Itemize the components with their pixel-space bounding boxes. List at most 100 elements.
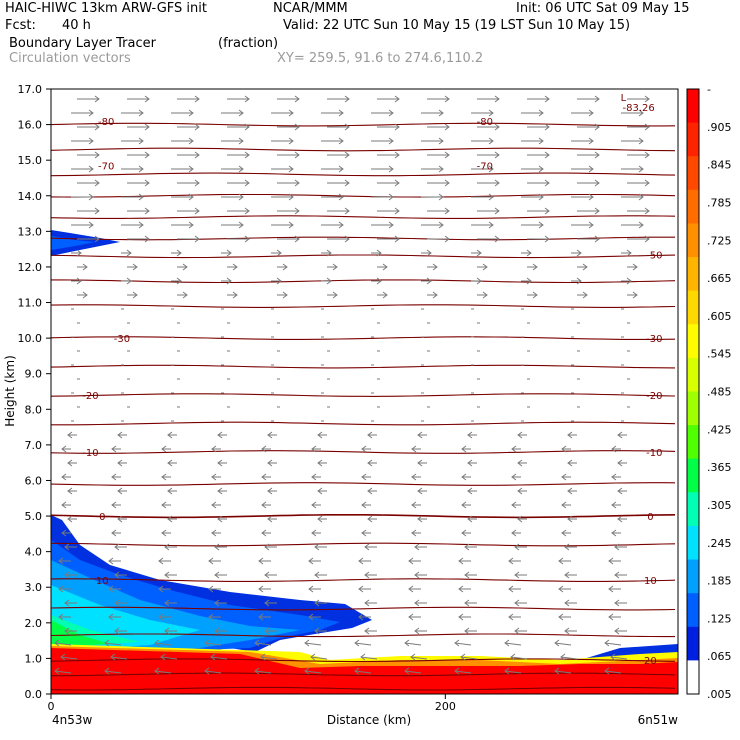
colorbar-swatch: [687, 223, 699, 258]
y-tick-label: 6.0: [25, 474, 43, 487]
circulation-vector: [354, 670, 372, 674]
circulation-vectors: [54, 95, 650, 675]
circulation-vector-head: [110, 653, 116, 661]
circulation-vector-head: [408, 613, 414, 621]
temperature-contour-line: [51, 393, 676, 397]
circulation-vector-head: [144, 179, 150, 187]
colorbar-label: .845: [707, 159, 732, 172]
x-axis-right-end-label: 6n51w: [638, 713, 679, 727]
circulation-vector-head: [358, 585, 364, 593]
temperature-contour-line: [51, 172, 676, 177]
circulation-vector-head: [611, 529, 617, 537]
circulation-vector-head: [414, 571, 420, 579]
tracer-region-upper-blue-light: [51, 236, 95, 250]
circulation-vector-head: [594, 179, 600, 187]
circulation-vector-head: [294, 207, 300, 215]
contour-label: -70: [477, 162, 493, 173]
circulation-vector-head: [514, 627, 520, 635]
circulation-vector: [210, 656, 228, 660]
circulation-vector-head: [317, 515, 323, 523]
circulation-vector-head: [211, 473, 217, 481]
temperature-contour-line: [51, 254, 676, 259]
circulation-vector-head: [388, 165, 394, 173]
tracer-region-green-2: [51, 620, 110, 647]
circulation-vector-head: [114, 627, 120, 635]
circulation-vector-head: [344, 123, 350, 131]
circulation-vector-head: [276, 249, 282, 257]
contour-label: -10: [82, 448, 98, 459]
circulation-vector-head: [138, 137, 144, 145]
circulation-vector-head: [261, 445, 267, 453]
circulation-vector-head: [164, 599, 170, 607]
circulation-vector-head: [288, 137, 294, 145]
circulation-vector-head: [344, 151, 350, 159]
circulation-vector-head: [394, 235, 400, 243]
circulation-vector-head: [261, 529, 267, 537]
circulation-vector-head: [104, 667, 110, 675]
circulation-vector-head: [626, 277, 632, 285]
circulation-vector-head: [311, 473, 317, 481]
contour-label: -30: [114, 334, 130, 345]
circulation-vector: [204, 670, 222, 674]
circulation-vector-head: [367, 487, 373, 495]
circulation-vector-head: [282, 291, 288, 299]
circulation-vector-head: [464, 543, 470, 551]
circulation-vector-head: [294, 95, 300, 103]
circulation-vector-head: [238, 137, 244, 145]
circulation-vector-head: [608, 585, 614, 593]
circulation-vector-head: [411, 473, 417, 481]
contour-label: -80: [477, 117, 493, 128]
circulation-vector-head: [517, 515, 523, 523]
y-axis: 0.0 1.0 2.0 3.0 4.0 5.0 6.0 7.0 8.0 9.0 10.0 11.0 12…: [18, 83, 51, 701]
circulation-vector-head: [314, 599, 320, 607]
circulation-vector-head: [617, 431, 623, 439]
circulation-vector-head: [388, 193, 394, 201]
temperature-contour-line: [51, 606, 676, 611]
colorbar-label: .005: [707, 688, 732, 701]
circulation-vector-head: [164, 627, 170, 635]
circulation-vector: [560, 656, 578, 660]
circulation-vector-head: [611, 473, 617, 481]
colorbar-frame: [686, 88, 700, 695]
circulation-vector-head: [310, 653, 316, 661]
circulation-vector-head: [94, 151, 100, 159]
temperature-contour-line: [51, 542, 676, 547]
circulation-vector-head: [461, 445, 467, 453]
circulation-vector-head: [261, 501, 267, 509]
circulation-vector-head: [94, 179, 100, 187]
circulation-vector-head: [458, 557, 464, 565]
circulation-vector-head: [64, 543, 70, 551]
circulation-vector-head: [464, 627, 470, 635]
colorbar-label: .305: [707, 499, 732, 512]
circulation-vector-head: [308, 557, 314, 565]
circulation-vector-head: [538, 165, 544, 173]
colorbar-label: .245: [707, 537, 732, 550]
y-tick-label: 10.0: [18, 332, 43, 345]
circulation-vector-head: [64, 571, 70, 579]
circulation-vector-head: [244, 235, 250, 243]
circulation-vector-head: [111, 501, 117, 509]
circulation-vector-head: [614, 599, 620, 607]
circulation-vector-head: [94, 235, 100, 243]
circulation-vector-head: [644, 207, 650, 215]
colorbar-swatch: [687, 89, 699, 124]
circulation-vector-head: [638, 109, 644, 117]
y-tick-label: 8.0: [25, 403, 43, 416]
circulation-vector-head: [582, 263, 588, 271]
temperature-contour-line: [51, 450, 676, 454]
circulation-vector-head: [511, 501, 517, 509]
tracer-fill-layer: [51, 230, 678, 694]
circulation-vector-head: [382, 291, 388, 299]
circulation-vector-head: [417, 431, 423, 439]
circulation-vector-head: [176, 249, 182, 257]
circulation-vector-head: [214, 627, 220, 635]
circulation-vector-head: [560, 653, 566, 661]
circulation-vector-head: [364, 543, 370, 551]
circulation-vector: [254, 670, 272, 674]
circulation-vector-head: [454, 639, 460, 647]
circulation-vector-head: [194, 179, 200, 187]
circulation-vector-head: [394, 123, 400, 131]
y-tick-label: 15.0: [18, 154, 43, 167]
y-tick-label: 16.0: [18, 119, 43, 132]
circulation-vector-head: [288, 221, 294, 229]
